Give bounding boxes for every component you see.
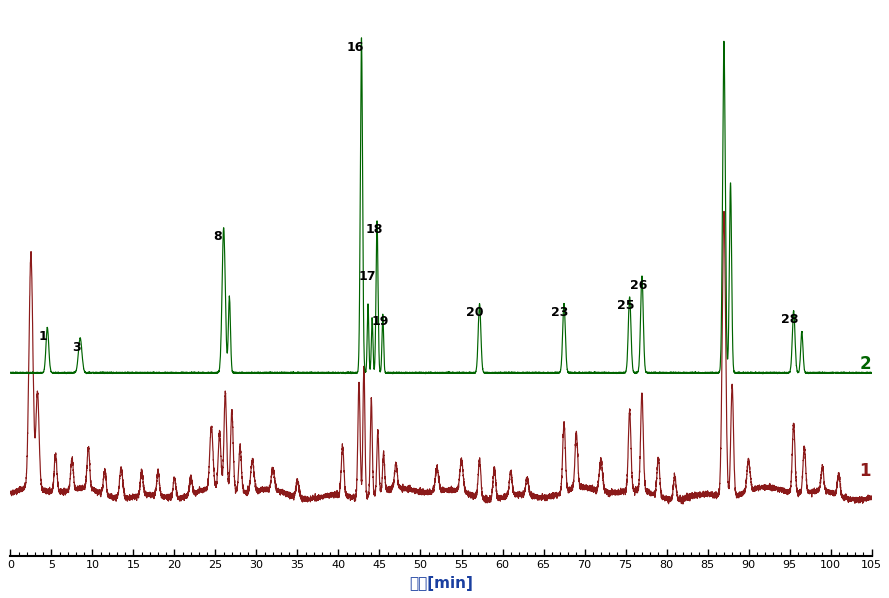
Text: 1: 1 [860, 462, 870, 480]
X-axis label: 时间[min]: 时间[min] [409, 576, 473, 591]
Text: 25: 25 [617, 300, 634, 312]
Text: 23: 23 [551, 306, 569, 319]
Text: 26: 26 [630, 279, 647, 292]
Text: 1: 1 [39, 331, 48, 343]
Text: 17: 17 [358, 270, 376, 283]
Text: 16: 16 [347, 41, 364, 54]
Text: 18: 18 [365, 224, 382, 236]
Text: 19: 19 [372, 315, 389, 328]
Text: 28: 28 [781, 313, 798, 326]
Text: 20: 20 [466, 306, 484, 319]
Text: 8: 8 [213, 230, 222, 243]
Text: 3: 3 [72, 341, 80, 354]
Text: 2: 2 [860, 355, 871, 373]
